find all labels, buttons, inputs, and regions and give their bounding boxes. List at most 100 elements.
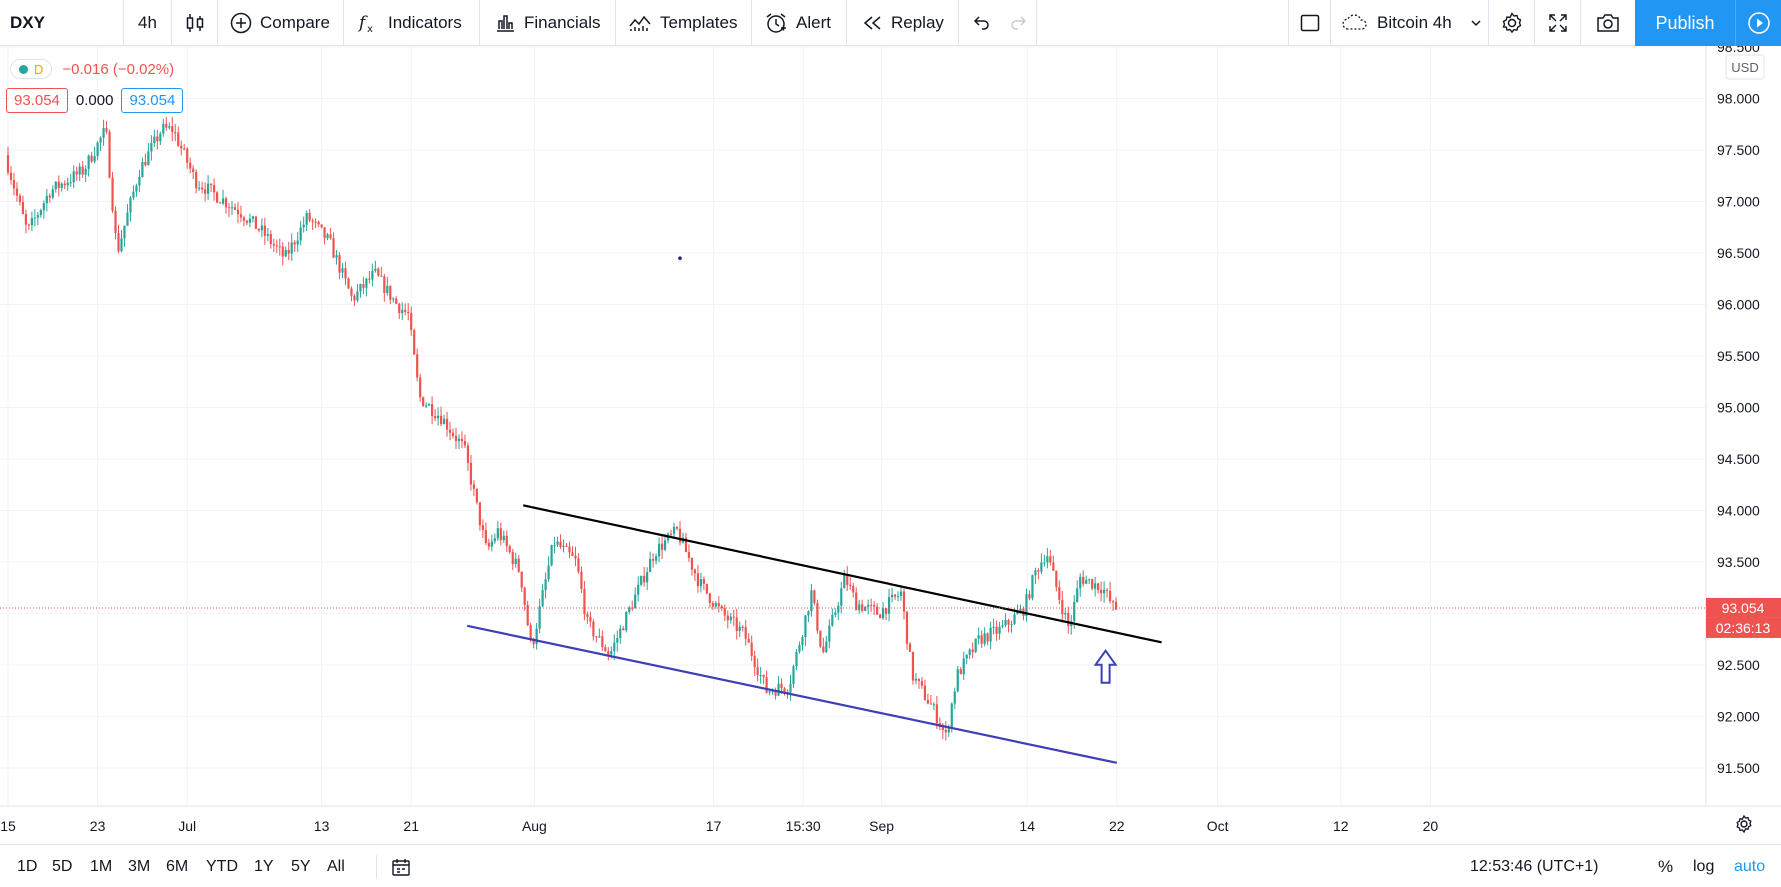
- candle: [834, 608, 837, 618]
- time-tick-label: 21: [403, 818, 419, 834]
- price-tick-label: 98.500: [1717, 46, 1760, 55]
- range-button-3m[interactable]: 3M: [128, 857, 151, 875]
- candle: [436, 407, 440, 426]
- go-to-date-button[interactable]: [390, 845, 412, 887]
- price-axis[interactable]: 98.500 98.000 97.500 97.000 96.500 96.000 95.5…: [1705, 46, 1781, 806]
- candle: [729, 612, 732, 624]
- log-scale-toggle[interactable]: log: [1693, 857, 1715, 875]
- settings-button[interactable]: [1489, 0, 1535, 46]
- candle: [750, 635, 753, 662]
- time-tick-label: 15:30: [786, 818, 821, 834]
- chart-type-button[interactable]: [172, 0, 218, 46]
- fullscreen-button[interactable]: [1535, 0, 1581, 46]
- candle: [920, 676, 924, 689]
- candle: [541, 583, 544, 608]
- candle: [619, 624, 622, 644]
- candle: [377, 267, 380, 277]
- candle: [825, 635, 828, 654]
- range-button-all[interactable]: All: [327, 857, 345, 875]
- candle: [616, 630, 619, 652]
- redo-icon[interactable]: [1009, 13, 1029, 33]
- financials-icon: [497, 15, 514, 32]
- candle: [908, 641, 912, 652]
- candle: [320, 224, 323, 229]
- layout-button[interactable]: [1288, 0, 1331, 46]
- alert-button[interactable]: Alert: [752, 0, 847, 46]
- range-button-6m[interactable]: 6M: [166, 857, 189, 875]
- price-tick-label: 95.000: [1717, 400, 1760, 416]
- interval-button[interactable]: 4h: [124, 0, 172, 46]
- candle: [81, 161, 84, 178]
- up-arrow-annotation[interactable]: [1093, 648, 1118, 684]
- candle: [428, 402, 431, 406]
- range-button-1m[interactable]: 1M: [90, 857, 113, 875]
- range-button-5y[interactable]: 5Y: [291, 857, 311, 875]
- time-axis[interactable]: 15 23 Jul 13 21 Aug 17 15:30 Sep 14 22 Oct 12 20: [0, 805, 1781, 844]
- candle: [1049, 550, 1052, 566]
- time-tick-label: 13: [314, 818, 330, 834]
- auto-scale-toggle[interactable]: auto: [1734, 857, 1766, 875]
- candle: [884, 607, 888, 621]
- replay-button[interactable]: Replay: [847, 0, 959, 46]
- time-axis-ticks: 15 23 Jul 13 21 Aug 17 15:30 Sep 14 22 Oct 12 20: [0, 818, 1438, 834]
- candle: [281, 242, 284, 266]
- candle: [439, 406, 443, 427]
- candle: [1079, 573, 1082, 598]
- snapshot-button[interactable]: [1585, 0, 1631, 46]
- candle: [792, 664, 795, 688]
- candle: [813, 589, 816, 606]
- buy-price-button[interactable]: 93.054: [121, 88, 184, 113]
- range-button-ytd[interactable]: YTD: [206, 857, 238, 875]
- data-badge: D: [34, 61, 44, 77]
- candle: [550, 544, 553, 567]
- interval-label: 4h: [138, 13, 157, 32]
- price-chart[interactable]: 98.500 98.000 97.500 97.000 96.500 96.000 95.5…: [0, 46, 1781, 844]
- market-status-pill[interactable]: D: [10, 59, 53, 79]
- time-tick-label: 14: [1019, 818, 1035, 834]
- candle: [735, 608, 738, 640]
- candle: [517, 554, 520, 573]
- layout-name-button[interactable]: Bitcoin 4h: [1331, 0, 1489, 46]
- timezone-clock[interactable]: 12:53:46 (UTC+1): [1470, 857, 1599, 875]
- range-button-1y[interactable]: 1Y: [254, 857, 274, 875]
- candle: [971, 642, 974, 659]
- candle: [1061, 590, 1064, 623]
- financials-button[interactable]: Financials: [480, 0, 616, 46]
- publish-button[interactable]: Publish: [1635, 0, 1735, 46]
- candle: [837, 601, 840, 620]
- undo-icon[interactable]: [971, 13, 991, 33]
- sell-price-button[interactable]: 93.054: [6, 88, 68, 113]
- candle: [383, 273, 386, 302]
- lower-trendline[interactable]: [466, 624, 1118, 764]
- candle: [804, 615, 807, 646]
- candle: [314, 218, 317, 229]
- candle: [263, 217, 266, 245]
- candle: [1070, 614, 1073, 635]
- candle: [99, 136, 102, 152]
- candle: [239, 205, 243, 223]
- candle: [902, 588, 906, 620]
- axis-settings-icon[interactable]: [1736, 814, 1752, 834]
- candle: [816, 599, 819, 634]
- chart-grid: [0, 46, 1706, 806]
- candle: [251, 215, 255, 223]
- templates-button[interactable]: Templates: [616, 0, 752, 46]
- candle: [896, 591, 900, 602]
- symbol-search[interactable]: DXY: [0, 0, 124, 46]
- range-button-5d[interactable]: 5D: [52, 857, 73, 875]
- time-tick-label: 17: [706, 818, 722, 834]
- compare-button[interactable]: Compare: [218, 0, 344, 46]
- dot-annotation[interactable]: [678, 256, 682, 260]
- candle: [215, 191, 219, 204]
- candle: [1097, 582, 1100, 594]
- candle: [341, 263, 344, 279]
- time-tick-label: 22: [1109, 818, 1125, 834]
- candle: [514, 552, 517, 568]
- range-button-1d[interactable]: 1D: [17, 857, 38, 875]
- upper-trendline[interactable]: [522, 504, 1162, 644]
- candle: [33, 209, 36, 227]
- play-button[interactable]: [1735, 0, 1781, 46]
- percent-scale-toggle[interactable]: %: [1658, 856, 1674, 876]
- candle: [338, 252, 341, 280]
